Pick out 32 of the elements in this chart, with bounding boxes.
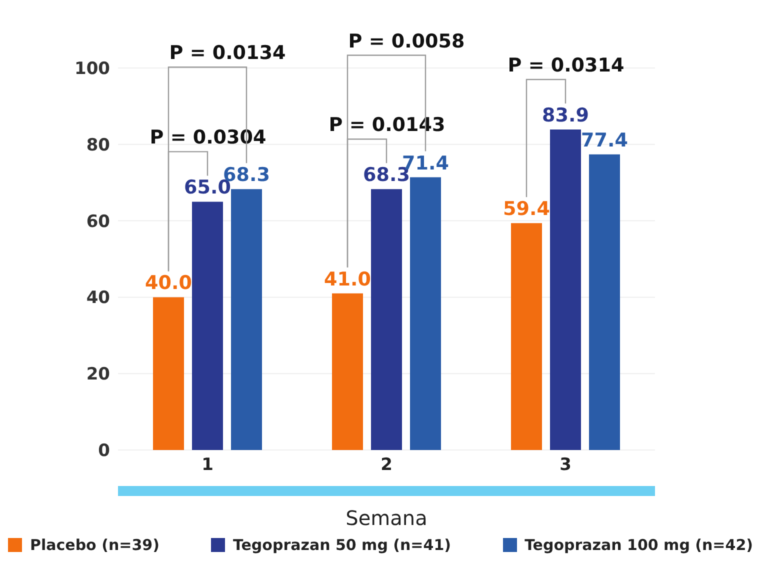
bar	[153, 297, 184, 450]
data-label: 59.4	[503, 198, 550, 220]
x-axis-title: Semana	[344, 506, 428, 530]
text: P = 0.0134	[169, 42, 286, 64]
y-tick-label: 80	[86, 135, 110, 156]
data-label: 40.0	[145, 272, 192, 294]
legend-label: Tegoprazan 100 mg (n=42)	[524, 536, 753, 554]
x-tick-label: 2	[380, 455, 392, 476]
bar	[371, 189, 402, 450]
bar	[550, 130, 581, 450]
x-tick-label: 1	[202, 455, 214, 476]
bar	[192, 202, 223, 450]
annotation: P = 0.0143	[328, 114, 446, 136]
data-label: 41.0	[324, 268, 371, 290]
y-tick-label: 40	[86, 288, 110, 308]
y-tick-label: 100	[74, 59, 110, 80]
text: P = 0.0058	[348, 30, 465, 52]
annotation: P = 0.0304	[150, 126, 266, 149]
bar	[589, 154, 620, 450]
y-tick-label: 0	[98, 441, 110, 462]
data-label: 77.4	[581, 129, 628, 152]
annotation: P = 0.0314	[508, 54, 624, 76]
bar	[332, 293, 363, 450]
legend-label: Placebo (n=39)	[30, 536, 160, 554]
legend-label: Tegoprazan 50 mg (n=41)	[233, 536, 451, 554]
bar	[410, 177, 441, 450]
x-tick-label: 3	[560, 455, 572, 476]
bar	[511, 223, 542, 450]
bar	[231, 189, 262, 450]
y-tick-label: 60	[86, 212, 110, 232]
data-label: 83.9	[542, 104, 589, 126]
y-tick-label: 20	[86, 364, 110, 385]
